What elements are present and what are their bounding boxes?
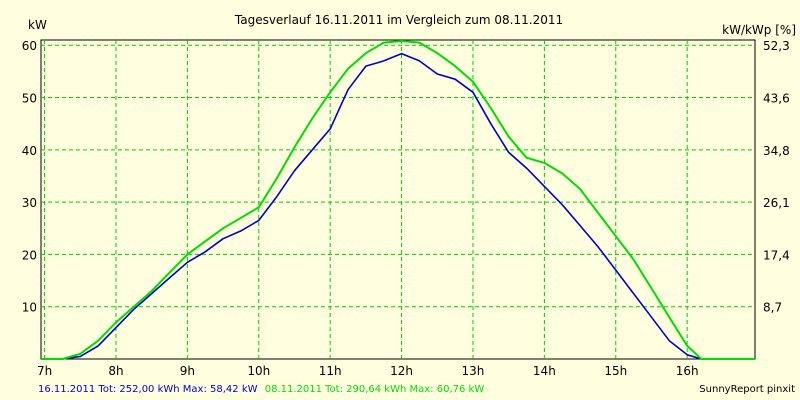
- axis-ticks: 7h 8h 9h 10h 11h 12h 13h 14h 15h 16h 10 20 30 40 50 60 8…: [22, 39, 790, 378]
- y-tick-label-right: 52,3: [763, 39, 790, 53]
- footer-summary-08-11: 08.11.2011 Tot: 290,64 kWh Max: 60,76 kW: [265, 384, 485, 395]
- x-tick-label: 7h: [37, 364, 52, 378]
- x-tick-label: 8h: [108, 364, 123, 378]
- y-tick-label-left: 60: [22, 39, 37, 53]
- series-lines: [41, 40, 755, 360]
- x-tick-label: 16h: [676, 364, 699, 378]
- y-tick-label-right: 43,6: [763, 92, 790, 106]
- y-tick-label-left: 10: [22, 301, 37, 315]
- series-line-08.11.2011: [41, 40, 755, 360]
- x-tick-label: 9h: [180, 364, 195, 378]
- x-tick-label: 11h: [319, 364, 342, 378]
- x-tick-label: 14h: [533, 364, 556, 378]
- y-tick-label-left: 40: [22, 144, 37, 158]
- y-tick-label-right: 34,8: [763, 144, 790, 158]
- footer-summary-16-11: 16.11.2011 Tot: 252,00 kWh Max: 58,42 kW: [38, 384, 258, 395]
- x-tick-label: 13h: [462, 364, 485, 378]
- y-tick-label-left: 50: [22, 92, 37, 106]
- plot-area: [40, 39, 756, 360]
- y-tick-label-right: 26,1: [763, 196, 790, 210]
- chart-title: Tagesverlauf 16.11.2011 im Vergleich zum…: [234, 13, 563, 27]
- x-tick-label: 10h: [247, 364, 270, 378]
- y-tick-label-left: 20: [22, 248, 37, 262]
- x-tick-label: 12h: [390, 364, 413, 378]
- x-tick-label: 15h: [604, 364, 627, 378]
- y-axis-label-left: kW: [28, 18, 47, 32]
- y-tick-label-left: 30: [22, 196, 37, 210]
- footer-credit: SunnyReport pinxit: [699, 384, 795, 395]
- y-tick-label-right: 17,4: [763, 248, 790, 262]
- y-axis-label-right: kW/kWp [%]: [722, 23, 796, 37]
- series-line-16.11.2011: [41, 52, 755, 360]
- y-tick-label-right: 8,7: [763, 301, 782, 315]
- grid: [41, 40, 755, 359]
- footer-summary: 16.11.2011 Tot: 252,00 kWh Max: 58,42 kW…: [38, 384, 484, 395]
